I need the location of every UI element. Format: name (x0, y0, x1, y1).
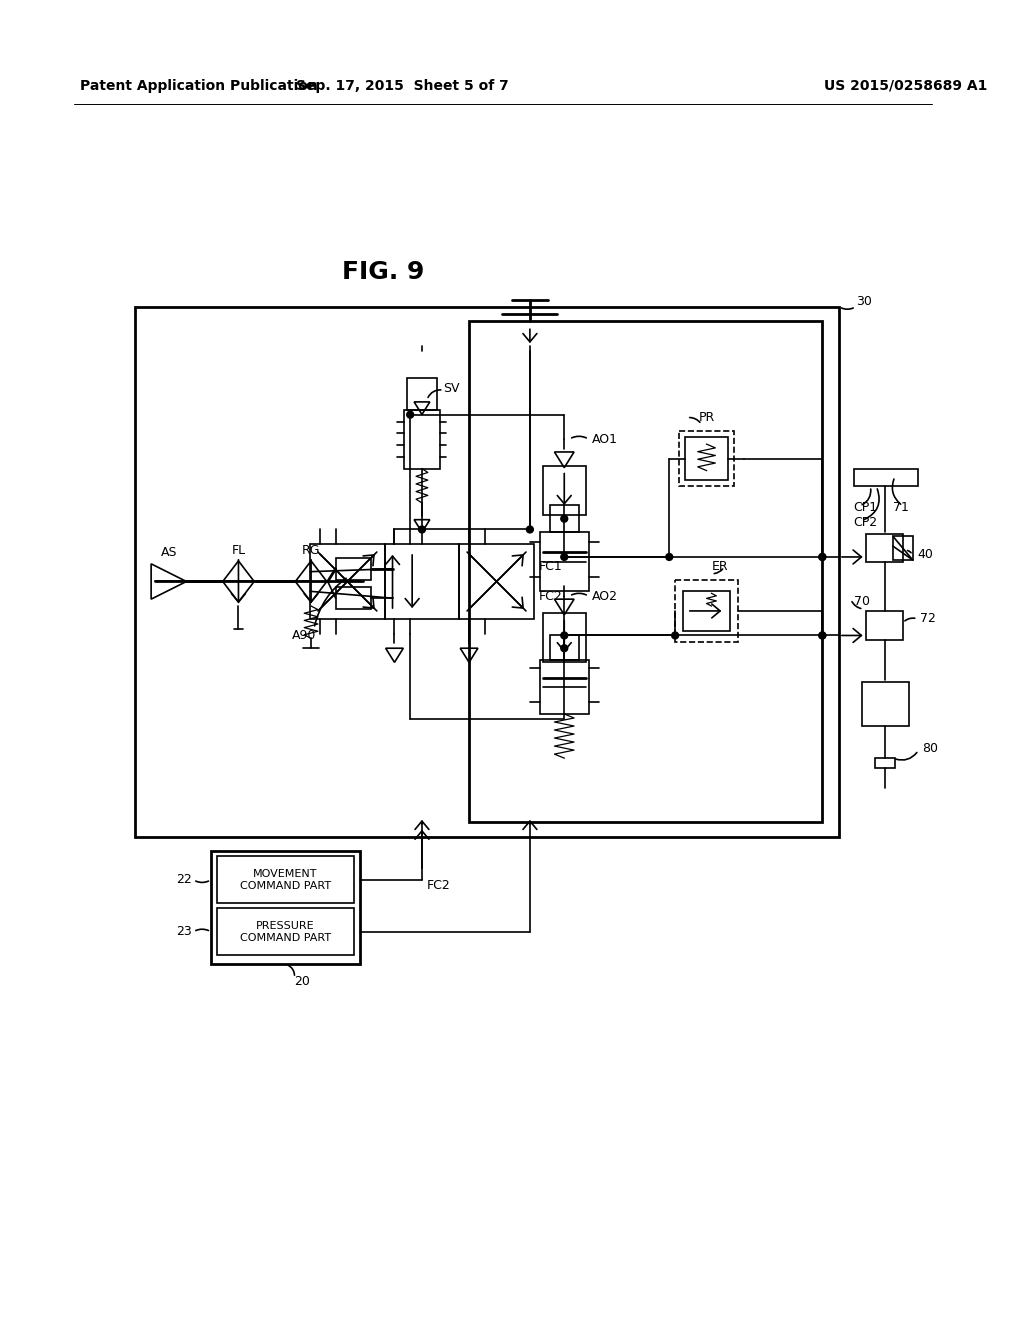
Text: PR: PR (698, 411, 715, 424)
Text: AO1: AO1 (592, 433, 617, 446)
Text: FC1: FC1 (539, 560, 562, 573)
Bar (683, 591, 730, 631)
Bar (550, 506, 579, 532)
Bar (404, 409, 439, 469)
Bar (217, 908, 354, 956)
Text: FC2: FC2 (539, 590, 562, 603)
Bar (543, 612, 586, 661)
Bar (459, 544, 534, 619)
Bar (543, 466, 586, 515)
Text: ER: ER (712, 560, 728, 573)
Circle shape (561, 644, 567, 652)
Bar (550, 635, 579, 660)
Text: MOVEMENT
COMMAND PART: MOVEMENT COMMAND PART (240, 869, 331, 891)
Bar (865, 611, 903, 640)
Bar (408, 379, 436, 409)
Bar (861, 681, 908, 726)
Circle shape (819, 553, 825, 561)
Text: PRESSURE
COMMAND PART: PRESSURE COMMAND PART (240, 921, 331, 942)
Bar (217, 857, 354, 903)
Text: Sep. 17, 2015  Sheet 5 of 7: Sep. 17, 2015 Sheet 5 of 7 (296, 79, 509, 92)
Text: AO2: AO2 (592, 590, 617, 603)
Circle shape (672, 632, 679, 639)
Bar (675, 579, 738, 643)
Bar (893, 536, 912, 560)
Bar (854, 469, 918, 486)
Text: 23: 23 (176, 925, 193, 939)
Bar (385, 544, 459, 619)
Text: FC2: FC2 (427, 879, 451, 892)
Text: A90: A90 (292, 628, 316, 642)
Text: CP2: CP2 (854, 516, 878, 529)
Text: 71: 71 (893, 502, 909, 515)
Circle shape (819, 632, 825, 639)
Circle shape (666, 553, 673, 561)
Bar (211, 851, 360, 964)
Circle shape (407, 412, 414, 418)
Text: 20: 20 (294, 975, 310, 989)
Text: CP1: CP1 (854, 502, 878, 515)
Bar (679, 432, 734, 486)
Text: FL: FL (231, 544, 246, 557)
Text: 22: 22 (176, 874, 193, 886)
Bar (876, 758, 895, 768)
Bar (540, 660, 589, 714)
Circle shape (819, 632, 825, 639)
Circle shape (819, 553, 825, 561)
Text: AS: AS (161, 545, 177, 558)
Circle shape (419, 527, 425, 533)
Bar (336, 587, 371, 609)
Bar (310, 544, 385, 619)
Text: 70: 70 (854, 594, 869, 607)
Bar (685, 437, 728, 480)
Text: RG: RG (302, 544, 321, 557)
Bar (135, 306, 839, 837)
Circle shape (561, 515, 567, 523)
Text: FIG. 9: FIG. 9 (342, 260, 424, 284)
Text: 80: 80 (923, 742, 938, 755)
Text: 72: 72 (921, 612, 936, 626)
Circle shape (526, 527, 534, 533)
Text: Patent Application Publication: Patent Application Publication (81, 79, 318, 92)
Bar (865, 535, 903, 562)
Bar (540, 532, 589, 591)
Text: US 2015/0258689 A1: US 2015/0258689 A1 (824, 79, 988, 92)
Circle shape (561, 632, 567, 639)
Bar (469, 322, 822, 822)
Text: 40: 40 (918, 549, 934, 561)
Circle shape (561, 553, 567, 561)
Bar (336, 558, 371, 579)
Text: 30: 30 (856, 296, 871, 309)
Text: SV: SV (443, 381, 460, 395)
